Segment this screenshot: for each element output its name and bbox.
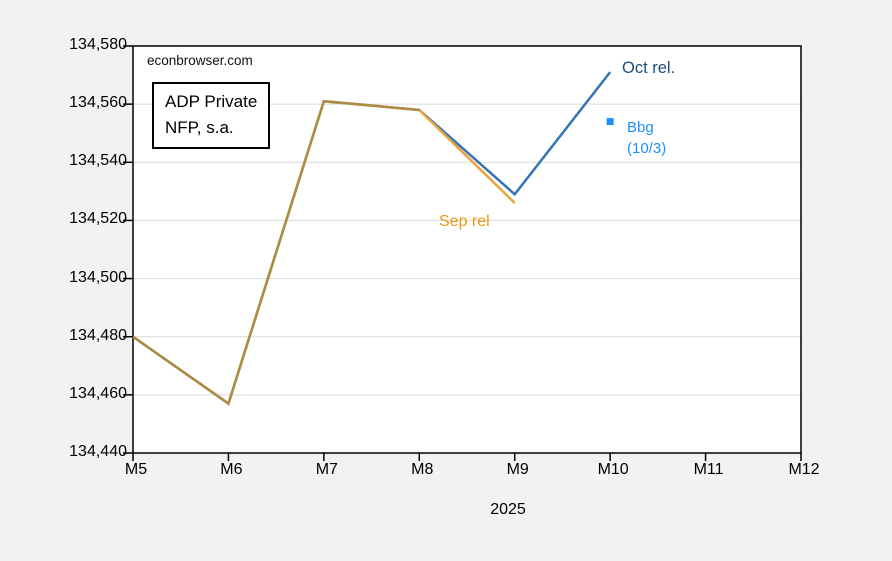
series-overlap-line — [132, 99, 420, 406]
series-sep-rel-line — [418, 109, 516, 204]
x-tick-label: M9 — [506, 461, 529, 478]
plot-border — [132, 45, 802, 454]
series-note-box: ADP Private NFP, s.a. — [152, 82, 271, 149]
x-tick-label: M10 — [597, 461, 629, 478]
y-tick-label: 134,540 — [69, 152, 127, 170]
x-tick-label: M7 — [315, 461, 338, 478]
label-bbg-line2: (10/3) — [627, 140, 667, 157]
watermark: econbrowser.com — [147, 53, 253, 68]
y-tick-label: 134,480 — [69, 326, 127, 344]
y-tick-label: 134,560 — [69, 94, 127, 112]
x-tick-label: M6 — [220, 461, 243, 478]
y-tick-label: 134,460 — [69, 384, 127, 402]
note-box-line2: NFP, s.a. — [165, 118, 234, 137]
y-tick-label: 134,440 — [69, 443, 127, 460]
label-oct-rel: Oct rel. — [622, 59, 676, 77]
x-axis-title: 2025 — [490, 501, 526, 518]
y-tick-label: 134,500 — [69, 268, 127, 286]
x-tick-label: M8 — [411, 461, 434, 478]
note-box-line1: ADP Private — [165, 92, 258, 111]
x-tick-label: M12 — [788, 461, 820, 478]
bbg-marker — [606, 118, 614, 126]
label-bbg-line1: Bbg — [627, 119, 654, 136]
label-sep-rel: Sep rel — [439, 213, 490, 230]
y-tick-label: 134,520 — [69, 210, 127, 228]
x-tick-label: M11 — [693, 461, 724, 478]
label-bbg: Bbg (10/3) — [627, 117, 666, 159]
x-tick-label: M5 — [124, 461, 148, 478]
y-tick-label: 134,580 — [69, 36, 127, 53]
